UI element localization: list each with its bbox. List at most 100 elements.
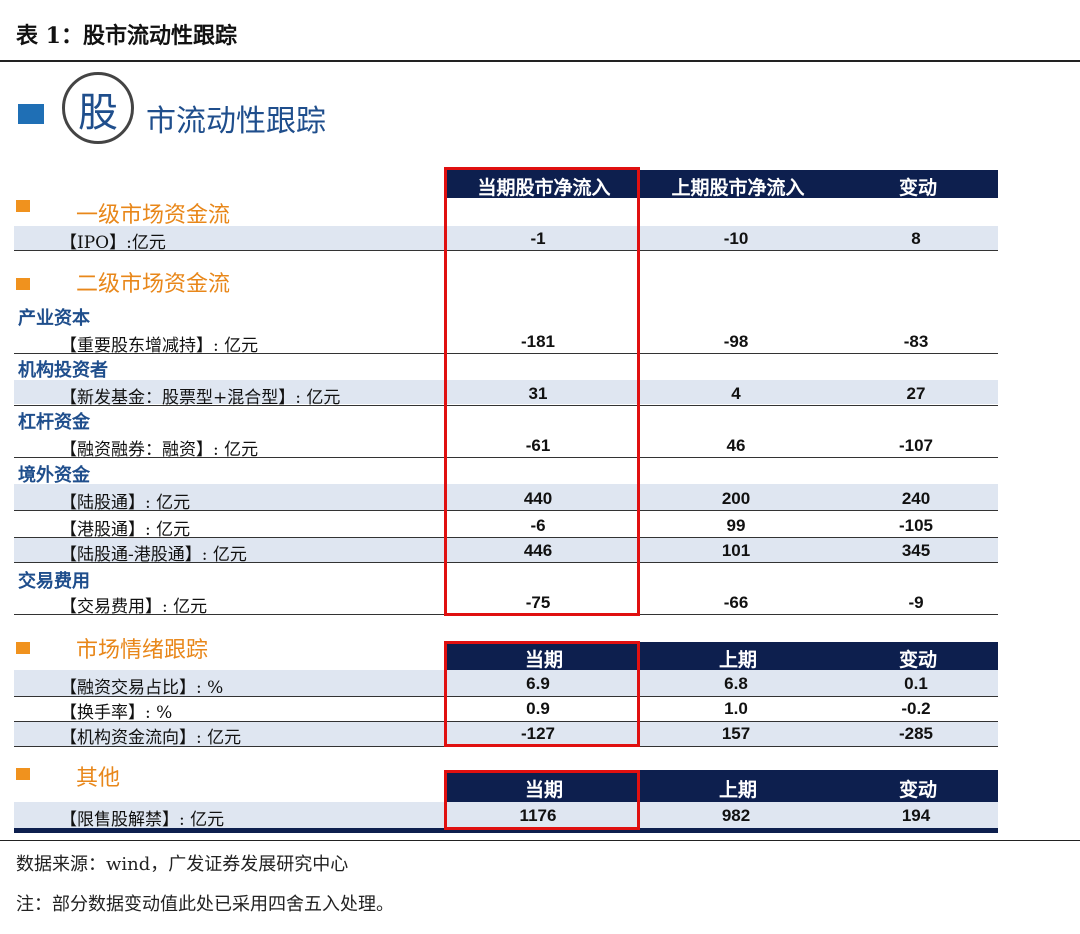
value-current: -1 [530,229,546,248]
value-current: 1176 [519,806,557,825]
section-marker-icon [16,642,30,654]
header-current: 当期 [524,649,563,671]
subgroup-leverage: 杠杆资金 [18,412,90,433]
row-divider [14,510,998,511]
section-marker-icon [16,768,30,780]
header-previous: 上期 [718,779,757,801]
value-current: 0.9 [526,699,550,718]
value-previous: 4 [731,384,741,403]
source-note: 数据来源：wind，广发证券发展研究中心 [16,854,349,875]
header-change: 变动 [898,779,937,801]
highlight-box-other [444,770,640,830]
section-other: 其他 [76,766,121,791]
header-change: 变动 [898,177,937,199]
value-change: 240 [901,489,931,508]
value-previous: -66 [723,593,749,612]
value-change: -285 [898,724,934,743]
value-change: -107 [898,436,934,455]
row-divider [14,457,998,458]
row-divider [14,721,998,722]
row-label: 【陆股通】: 亿元 [60,493,191,513]
value-change: -0.2 [901,699,931,718]
header-change: 变动 [898,649,937,671]
footnote: 注：部分数据变动值此处已采用四舍五入处理。 [16,894,394,915]
row-label: 【限售股解禁】: 亿元 [60,810,225,830]
value-current: -181 [520,332,556,351]
value-current: -75 [525,593,551,612]
row-divider [14,562,998,563]
value-change: 194 [901,806,931,825]
row-label: 【机构资金流向】: 亿元 [60,728,242,748]
row-label: 【重要股东增减持】: 亿元 [60,336,259,356]
top-rule [0,60,1080,62]
row-shade [14,670,998,696]
subgroup-industry: 产业资本 [18,308,90,329]
value-previous: 1.0 [724,699,748,718]
highlight-box-current [444,167,640,616]
row-shade [14,380,998,404]
other-header-bar: 当期 上期 变动 [444,770,998,802]
sentiment-header-bar: 当期 上期 变动 [444,642,998,671]
value-previous: 982 [721,806,751,825]
subgroup-fees: 交易费用 [18,571,90,592]
value-previous: 200 [721,489,751,508]
table-caption: 表 1：股市流动性跟踪 [16,23,237,49]
value-current: -61 [525,436,551,455]
value-change: -9 [908,593,924,612]
logo-square-icon [18,104,44,124]
main-header-bar: 当期股市净流入 上期股市净流入 变动 [444,170,998,199]
subgroup-foreign: 境外资金 [18,465,90,486]
value-previous: 99 [726,516,746,535]
row-divider [14,353,998,354]
value-change: 345 [901,541,931,560]
value-current: -6 [530,516,546,535]
header-current: 当期 [524,779,563,801]
row-label: 【融资交易占比】: % [60,678,224,698]
row-shade [14,538,998,562]
value-previous: -10 [723,229,749,248]
row-label: 【港股通】: 亿元 [60,520,191,540]
row-label: 【融资融券：融资】: 亿元 [60,440,259,460]
value-current: -127 [520,724,556,743]
value-previous: -98 [723,332,749,351]
section-primary: 一级市场资金流 [76,203,231,228]
logo-char: 股 [78,90,118,136]
value-previous: 101 [721,541,751,560]
value-current: 31 [528,384,548,403]
value-change: -105 [898,516,934,535]
section-marker-icon [16,200,30,212]
row-divider [14,696,998,697]
row-label: 【交易费用】: 亿元 [60,597,208,617]
value-previous: 157 [721,724,751,743]
table-bottom-rule [14,828,998,833]
row-label: 【陆股通-港股通】: 亿元 [60,545,247,565]
row-divider [14,250,998,251]
row-shade [14,226,998,250]
row-label: 【新发基金：股票型+混合型】: 亿元 [60,388,341,408]
row-shade [14,484,998,510]
value-current: 446 [523,541,553,560]
row-shade [14,722,998,746]
row-divider [14,405,998,406]
logo-circle-icon [62,72,134,144]
row-label: 【IPO】:亿元 [60,233,166,253]
row-divider [14,537,998,538]
logo-title: 市流动性跟踪 [146,104,326,139]
notes-rule [0,840,1080,841]
value-change: 0.1 [904,674,928,693]
subgroup-institution: 机构投资者 [18,360,108,381]
highlight-box-sentiment [444,641,640,747]
header-previous: 上期 [718,649,757,671]
row-label: 【换手率】: % [60,703,173,723]
header-previous: 上期股市净流入 [671,177,805,199]
value-previous: 46 [726,436,746,455]
value-change: 27 [906,384,926,403]
value-change: 8 [911,229,921,248]
section-sentiment: 市场情绪跟踪 [76,638,209,663]
section-marker-icon [16,278,30,290]
value-current: 6.9 [526,674,550,693]
value-current: 440 [523,489,553,508]
row-shade [14,802,998,828]
value-change: -83 [903,332,929,351]
section-secondary: 二级市场资金流 [76,272,231,297]
